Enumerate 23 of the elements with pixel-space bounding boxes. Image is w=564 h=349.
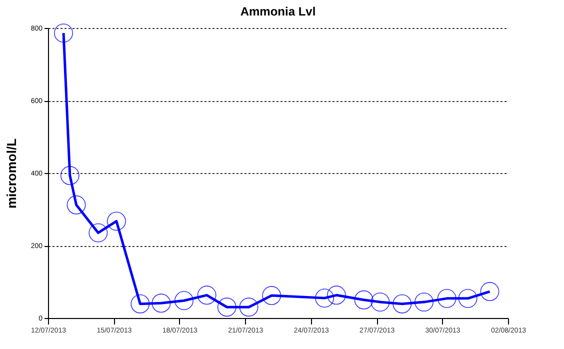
point xyxy=(217,298,236,317)
point xyxy=(354,290,374,310)
point xyxy=(437,288,456,308)
point xyxy=(315,288,334,308)
y-axis-title: micromol/L xyxy=(4,138,19,209)
point xyxy=(152,294,171,313)
point xyxy=(262,286,282,305)
point xyxy=(60,166,80,186)
point xyxy=(130,294,150,314)
point xyxy=(392,294,412,314)
chart-title: Ammonia Lvl xyxy=(240,4,316,18)
point xyxy=(458,288,478,308)
point xyxy=(197,286,216,305)
point xyxy=(414,292,434,312)
point xyxy=(480,282,500,302)
point xyxy=(370,292,390,312)
point xyxy=(88,223,108,242)
point xyxy=(106,212,126,231)
point xyxy=(326,286,346,305)
point xyxy=(54,24,73,43)
point xyxy=(239,298,258,317)
point xyxy=(174,291,194,310)
point xyxy=(66,195,86,214)
